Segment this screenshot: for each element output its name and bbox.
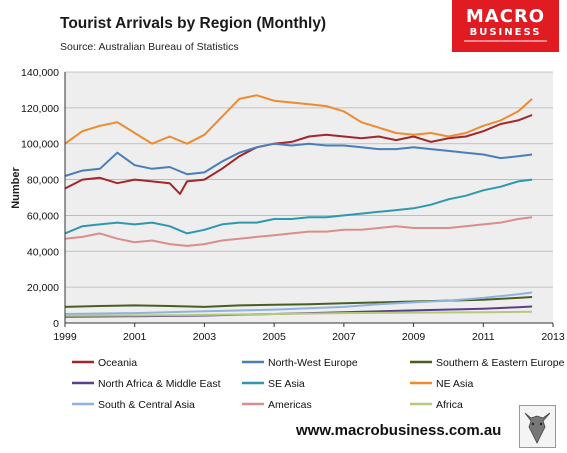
series-layer (64, 94, 533, 318)
y-tick-label: 20,000 (27, 282, 59, 294)
legend-label: Oceania (98, 357, 137, 369)
y-tick-label: 60,000 (27, 210, 59, 222)
logo-sub-text: BUSINESS (469, 27, 542, 38)
legend-label: South & Central Asia (98, 399, 195, 411)
chart-source: Source: Australian Bureau of Statistics (60, 41, 239, 53)
y-tick-label: 0 (53, 318, 59, 330)
y-tick-label: 100,000 (21, 139, 59, 151)
series-line (64, 291, 533, 315)
y-tick-label: 140,000 (21, 67, 59, 79)
footer-url[interactable]: www.macrobusiness.com.au (296, 422, 502, 439)
x-tick-label: 2001 (123, 331, 147, 343)
series-line (64, 310, 533, 317)
legend-label: Africa (436, 399, 463, 411)
x-tick-label: 2011 (472, 331, 495, 343)
y-tick-label: 40,000 (27, 246, 59, 258)
y-tick-label: 120,000 (21, 103, 59, 115)
legend-label: Southern & Eastern Europe (436, 357, 565, 369)
x-tick-label: 2005 (262, 331, 286, 343)
axis-layer: 0 20,000 40,000 60,000 80,000 100,000 120,000 1… (21, 67, 565, 343)
brand-logo: MACRO BUSINESS (452, 0, 559, 52)
legend-label: Americas (268, 399, 312, 411)
wolf-icon (519, 405, 556, 448)
logo-main-text: MACRO (465, 6, 546, 27)
series-line (64, 216, 533, 247)
series-line (64, 94, 533, 145)
legend-label: North Africa & Middle East (98, 378, 221, 390)
logo-rule (464, 40, 547, 42)
x-tick-label: 1999 (53, 331, 77, 343)
legend-layer: Oceania North-West Europe Southern & Easte… (72, 357, 565, 411)
legend-label: NE Asia (436, 378, 474, 390)
x-tick-label: 2003 (193, 331, 217, 343)
series-line (64, 178, 533, 235)
y-axis-label: Number (10, 167, 22, 209)
x-tick-label: 2009 (402, 331, 426, 343)
x-tick-label: 2013 (541, 331, 565, 343)
chart-title: Tourist Arrivals by Region (Monthly) (60, 15, 327, 32)
plot-area (65, 72, 553, 323)
legend-label: SE Asia (268, 378, 305, 390)
grid-layer (65, 71, 553, 323)
series-line (64, 114, 533, 195)
series-line (64, 296, 533, 308)
x-tick-label: 2007 (332, 331, 356, 343)
legend-label: North-West Europe (268, 357, 358, 369)
series-line (64, 142, 533, 177)
y-tick-label: 80,000 (27, 175, 59, 187)
